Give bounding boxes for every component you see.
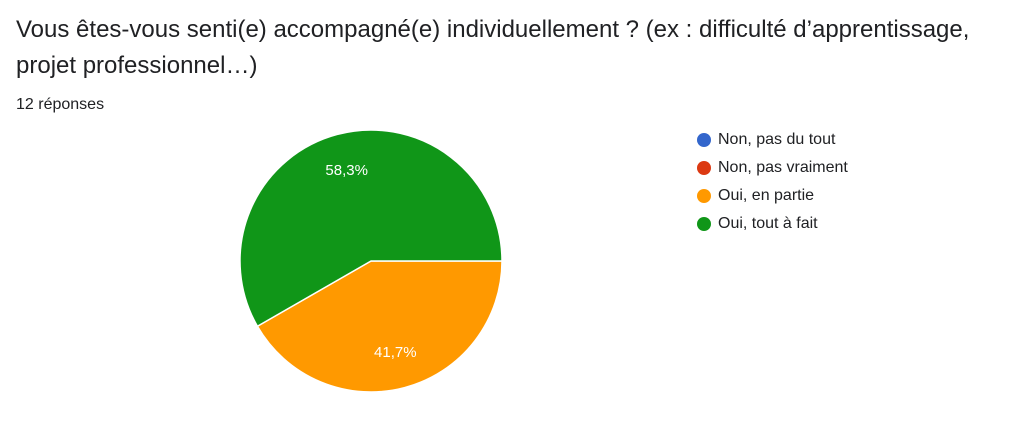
- legend-label: Oui, en partie: [718, 187, 815, 204]
- chart-legend: Non, pas du tout Non, pas vraiment Oui, en…: [697, 126, 848, 238]
- question-title: Vous êtes-vous senti(e) accompagné(e) in…: [16, 16, 970, 79]
- legend-swatch-icon: [697, 133, 711, 147]
- slice-value-label-3: 41,7%: [374, 344, 417, 361]
- legend-swatch-icon: [697, 161, 711, 175]
- legend-swatch-icon: [697, 189, 711, 203]
- slice-value-label-4: 58,3%: [325, 162, 368, 179]
- legend-label: Oui, tout à fait: [718, 215, 818, 232]
- response-count: 12 réponses: [16, 96, 105, 113]
- pie-slice-4[interactable]: [239, 129, 503, 328]
- legend-item-1[interactable]: Non, pas du tout: [697, 126, 848, 154]
- pie-slice-3[interactable]: [256, 260, 503, 393]
- legend-swatch-icon: [697, 217, 711, 231]
- legend-label: Non, pas du tout: [718, 131, 836, 148]
- legend-item-2[interactable]: Non, pas vraiment: [697, 154, 848, 182]
- legend-item-4[interactable]: Oui, tout à fait: [697, 210, 848, 238]
- legend-item-3[interactable]: Oui, en partie: [697, 182, 848, 210]
- legend-label: Non, pas vraiment: [718, 159, 848, 176]
